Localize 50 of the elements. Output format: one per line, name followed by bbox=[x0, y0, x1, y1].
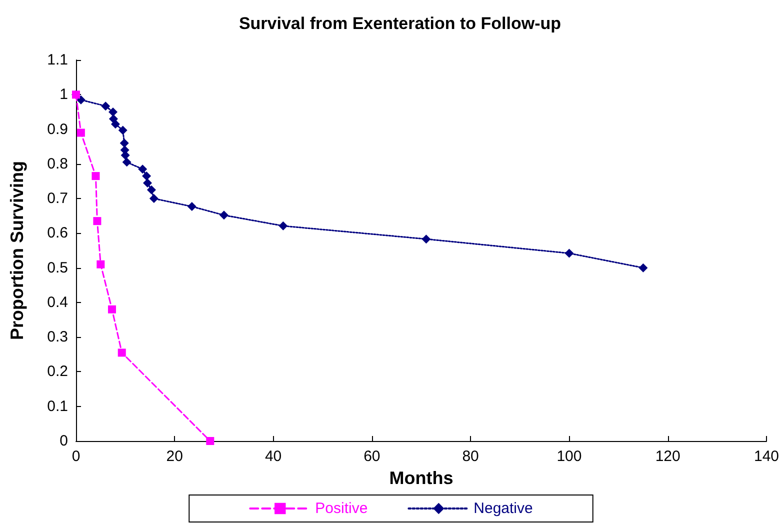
point bbox=[122, 158, 132, 167]
y-tick-label: 0.9 bbox=[47, 120, 68, 138]
point bbox=[76, 95, 86, 104]
point bbox=[108, 107, 118, 116]
point bbox=[638, 263, 648, 272]
point bbox=[187, 202, 196, 212]
x-tick-label: 80 bbox=[462, 448, 479, 465]
point bbox=[118, 126, 128, 135]
point bbox=[422, 234, 431, 244]
x-tick-label: 100 bbox=[556, 448, 582, 465]
point bbox=[564, 248, 574, 258]
x-axis-title: Months bbox=[389, 468, 454, 488]
y-tick-label: 0.1 bbox=[47, 398, 68, 415]
legend-label: Negative bbox=[474, 500, 533, 517]
point bbox=[76, 128, 85, 137]
y-tick-label: 0.3 bbox=[47, 328, 68, 346]
point bbox=[206, 437, 214, 445]
x-tick-label: 60 bbox=[364, 448, 380, 465]
point bbox=[101, 102, 110, 111]
y-tick-label: 0.2 bbox=[47, 363, 68, 380]
x-tick-label: 120 bbox=[655, 448, 680, 465]
point bbox=[120, 138, 129, 148]
point bbox=[149, 194, 158, 204]
y-tick-label: 0.5 bbox=[47, 259, 68, 276]
y-tick-label: 0 bbox=[60, 432, 68, 450]
x-tick-label: 0 bbox=[72, 448, 80, 465]
point bbox=[142, 172, 152, 181]
x-tick-label: 40 bbox=[264, 448, 282, 465]
point bbox=[93, 217, 102, 226]
y-tick-label: 1.1 bbox=[47, 52, 68, 68]
y-tick-label: 1 bbox=[60, 86, 68, 104]
x-tick-label: 140 bbox=[754, 448, 779, 465]
legend-label: Positive bbox=[315, 500, 368, 517]
y-tick-label: 0.7 bbox=[47, 190, 68, 208]
y-axis-title: Proportion Surviving bbox=[7, 160, 27, 340]
point bbox=[219, 210, 228, 220]
point bbox=[108, 305, 116, 314]
point bbox=[138, 164, 148, 174]
point bbox=[96, 260, 105, 268]
point bbox=[92, 172, 100, 180]
point bbox=[143, 178, 152, 188]
y-tick-label: 0.6 bbox=[47, 224, 68, 242]
y-tick-label: 0.4 bbox=[47, 294, 68, 311]
x-tick-label: 20 bbox=[166, 448, 183, 465]
y-tick-label: 0.8 bbox=[47, 155, 68, 172]
point bbox=[146, 185, 156, 194]
point bbox=[110, 120, 120, 129]
point bbox=[118, 348, 126, 357]
point bbox=[278, 221, 288, 230]
chart-title: Survival from Exenteration to Follow-up bbox=[238, 14, 562, 33]
